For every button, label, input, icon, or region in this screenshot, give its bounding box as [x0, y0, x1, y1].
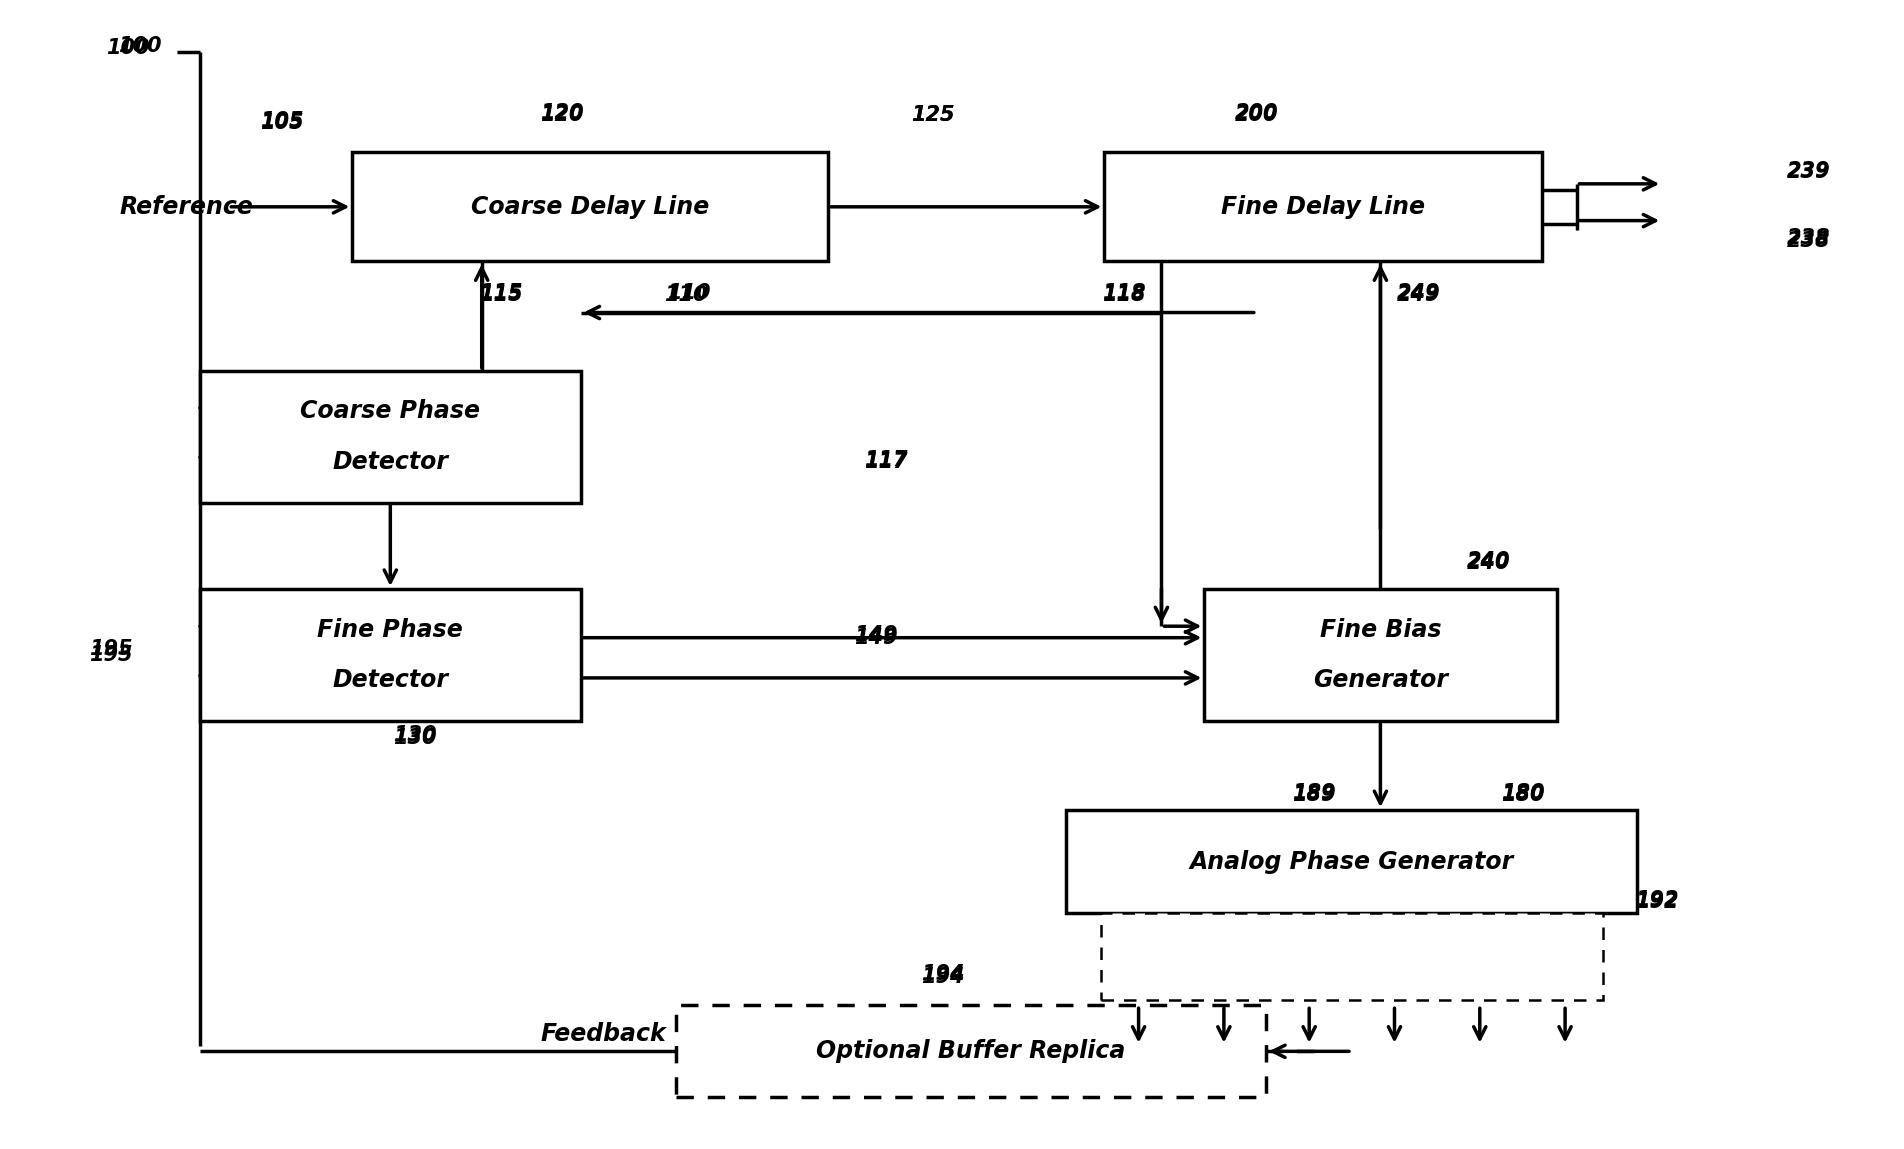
- Text: 105: 105: [261, 110, 303, 131]
- Text: 239: 239: [1788, 162, 1830, 183]
- Text: Detector: Detector: [333, 669, 447, 692]
- Text: 105: 105: [261, 113, 303, 133]
- Text: 125: 125: [912, 105, 954, 125]
- Text: 239: 239: [1788, 161, 1830, 182]
- Text: 192: 192: [1636, 892, 1677, 912]
- Text: 249: 249: [1398, 283, 1439, 303]
- Text: 195: 195: [89, 645, 131, 665]
- Text: 240: 240: [1468, 550, 1510, 571]
- Text: 120: 120: [541, 102, 583, 123]
- Text: 194: 194: [922, 966, 963, 987]
- Text: Fine Bias: Fine Bias: [1319, 618, 1441, 641]
- Text: Optional Buffer Replica: Optional Buffer Replica: [817, 1040, 1125, 1063]
- Text: 149: 149: [855, 627, 897, 648]
- Text: 117: 117: [864, 449, 906, 470]
- Text: 117: 117: [864, 452, 906, 472]
- Text: 120: 120: [541, 105, 583, 125]
- Bar: [200, 370, 581, 503]
- Text: Reference: Reference: [120, 195, 253, 218]
- Text: 195: 195: [89, 639, 131, 660]
- Text: Coarse Phase: Coarse Phase: [301, 400, 480, 423]
- Text: 180: 180: [1502, 782, 1544, 803]
- Bar: [1101, 913, 1603, 1000]
- Text: 110: 110: [668, 283, 710, 303]
- Text: 115: 115: [480, 283, 522, 303]
- Text: 189: 189: [1293, 782, 1335, 803]
- Text: Analog Phase Generator: Analog Phase Generator: [1190, 850, 1514, 873]
- Text: 180: 180: [1502, 785, 1544, 805]
- Text: Feedback: Feedback: [541, 1023, 666, 1046]
- Bar: [676, 1005, 1266, 1097]
- Text: Fine Delay Line: Fine Delay Line: [1220, 195, 1426, 218]
- Text: 192: 192: [1636, 889, 1677, 910]
- Text: 240: 240: [1468, 553, 1510, 573]
- Text: 149: 149: [855, 625, 897, 646]
- Text: 115: 115: [480, 285, 522, 306]
- Text: 189: 189: [1293, 785, 1335, 805]
- Bar: [1203, 588, 1557, 722]
- Text: 125: 125: [912, 105, 954, 125]
- Text: 100: 100: [107, 38, 149, 59]
- Bar: [1066, 810, 1637, 913]
- Text: 200: 200: [1236, 105, 1278, 125]
- Text: 200: 200: [1236, 102, 1278, 123]
- Text: 100: 100: [118, 36, 162, 56]
- Text: 249: 249: [1398, 285, 1439, 306]
- Text: Coarse Delay Line: Coarse Delay Line: [470, 195, 710, 218]
- Text: Generator: Generator: [1314, 669, 1447, 692]
- Bar: [200, 588, 581, 722]
- Text: 238: 238: [1788, 228, 1830, 248]
- Bar: [352, 153, 828, 262]
- Text: 194: 194: [922, 964, 963, 985]
- Text: 118: 118: [1102, 285, 1144, 306]
- Bar: [1104, 153, 1542, 262]
- Text: Detector: Detector: [333, 450, 447, 473]
- Text: 130: 130: [394, 725, 436, 746]
- Text: 110: 110: [664, 285, 706, 306]
- Text: Fine Phase: Fine Phase: [318, 618, 463, 641]
- Text: 130: 130: [394, 727, 436, 748]
- Text: 238: 238: [1788, 231, 1830, 252]
- Text: 118: 118: [1102, 283, 1144, 303]
